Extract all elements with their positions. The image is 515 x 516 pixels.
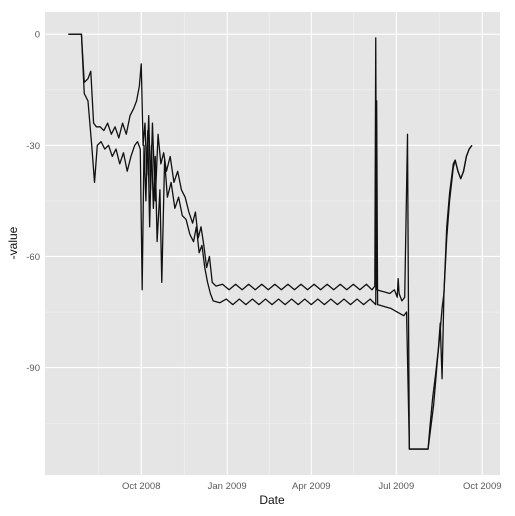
x-axis-title: Date: [259, 493, 285, 507]
x-axis-tick-labels: Oct 2008 Jan 2009 Apr 2009 Jul 2009 Oct 2009: [122, 481, 502, 492]
minor-gridlines: [45, 12, 500, 475]
y-tick-label: -90: [26, 363, 40, 374]
series-layer: [68, 33, 473, 450]
y-tick-label: 0: [35, 30, 40, 41]
x-tick-label: Oct 2008: [122, 481, 161, 492]
series-line-2: [68, 33, 473, 450]
y-axis-title: -value: [6, 226, 20, 259]
plot-panel: [45, 12, 500, 475]
y-tick-label: -60: [26, 252, 40, 263]
x-tick-label: Jul 2009: [378, 481, 414, 492]
y-tick-label: -30: [26, 141, 40, 152]
x-tick-label: Oct 2009: [463, 481, 502, 492]
x-tick-label: Jan 2009: [208, 481, 247, 492]
x-tick-label: Apr 2009: [292, 481, 331, 492]
y-axis-tick-labels: 0 -30 -60 -90: [26, 30, 40, 374]
